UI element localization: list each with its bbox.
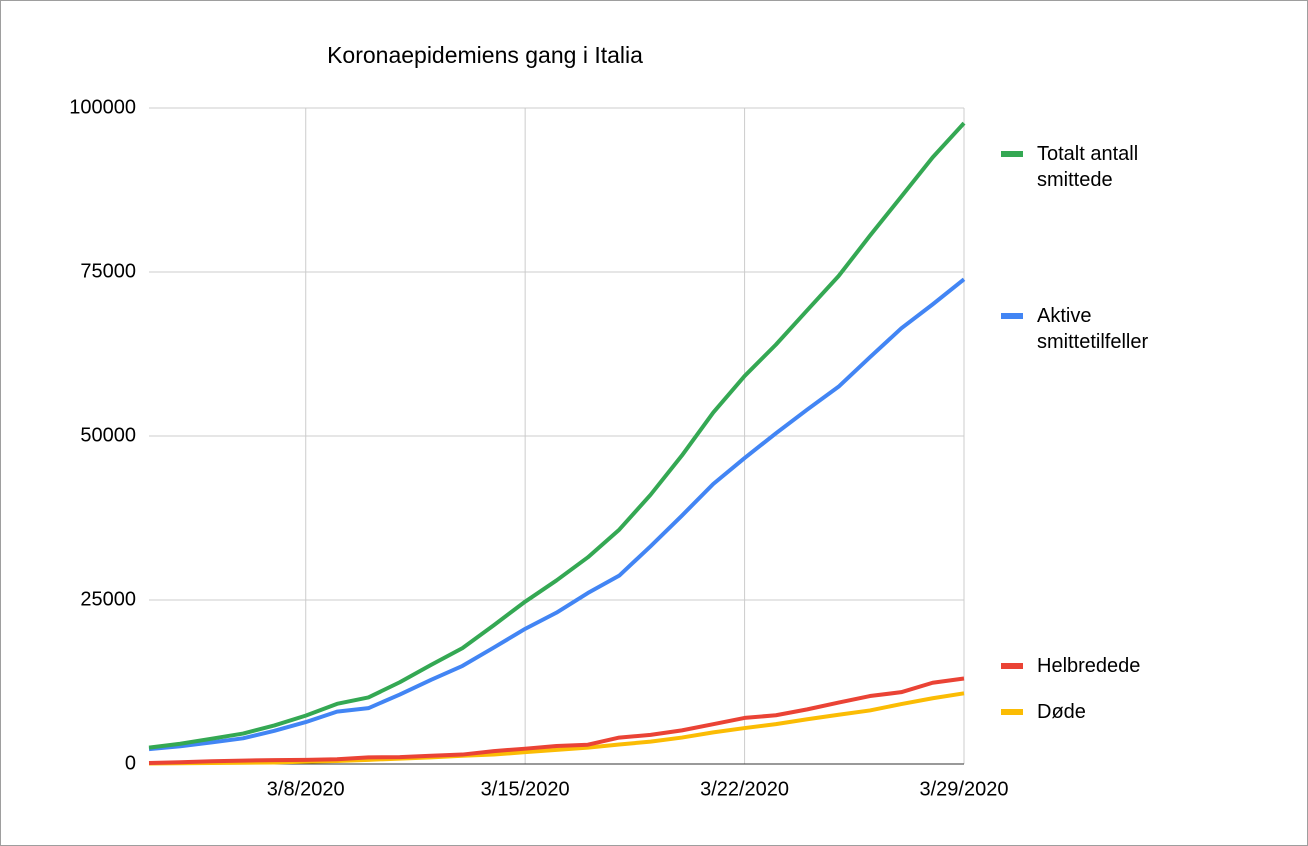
chart-title: Koronaepidemiens gang i Italia bbox=[327, 42, 643, 68]
series-line bbox=[148, 676, 965, 765]
y-tick-label: 50000 bbox=[80, 424, 136, 446]
y-tick-label: 0 bbox=[125, 752, 136, 774]
x-tick-label: 3/29/2020 bbox=[920, 778, 1009, 800]
x-tick-label: 3/22/2020 bbox=[700, 778, 789, 800]
grid bbox=[149, 107, 965, 765]
series-line bbox=[148, 121, 966, 750]
series-line bbox=[148, 691, 965, 766]
legend-label: Helbredede bbox=[1037, 655, 1141, 677]
series-line bbox=[148, 277, 966, 752]
legend-swatch bbox=[1001, 709, 1023, 715]
x-tick-label: 3/8/2020 bbox=[267, 778, 345, 800]
legend-label: Totalt antall smittede bbox=[1037, 143, 1139, 191]
y-tick-label: 25000 bbox=[80, 588, 136, 610]
legend-label: Døde bbox=[1037, 701, 1086, 723]
legend-label: Aktive smittetilfeller bbox=[1037, 305, 1149, 353]
y-tick-label: 100000 bbox=[69, 96, 136, 118]
legend-swatch bbox=[1001, 151, 1023, 157]
y-tick-label: 75000 bbox=[80, 260, 136, 282]
legend-swatch bbox=[1001, 663, 1023, 669]
x-tick-label: 3/15/2020 bbox=[481, 778, 570, 800]
legend-swatch bbox=[1001, 313, 1023, 319]
